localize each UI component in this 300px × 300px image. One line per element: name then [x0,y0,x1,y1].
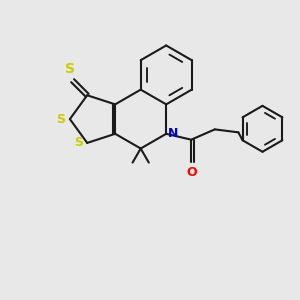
Text: S: S [65,62,75,76]
Text: S: S [56,112,65,126]
Text: N: N [168,127,178,140]
Text: S: S [74,136,83,149]
Text: O: O [186,166,196,179]
